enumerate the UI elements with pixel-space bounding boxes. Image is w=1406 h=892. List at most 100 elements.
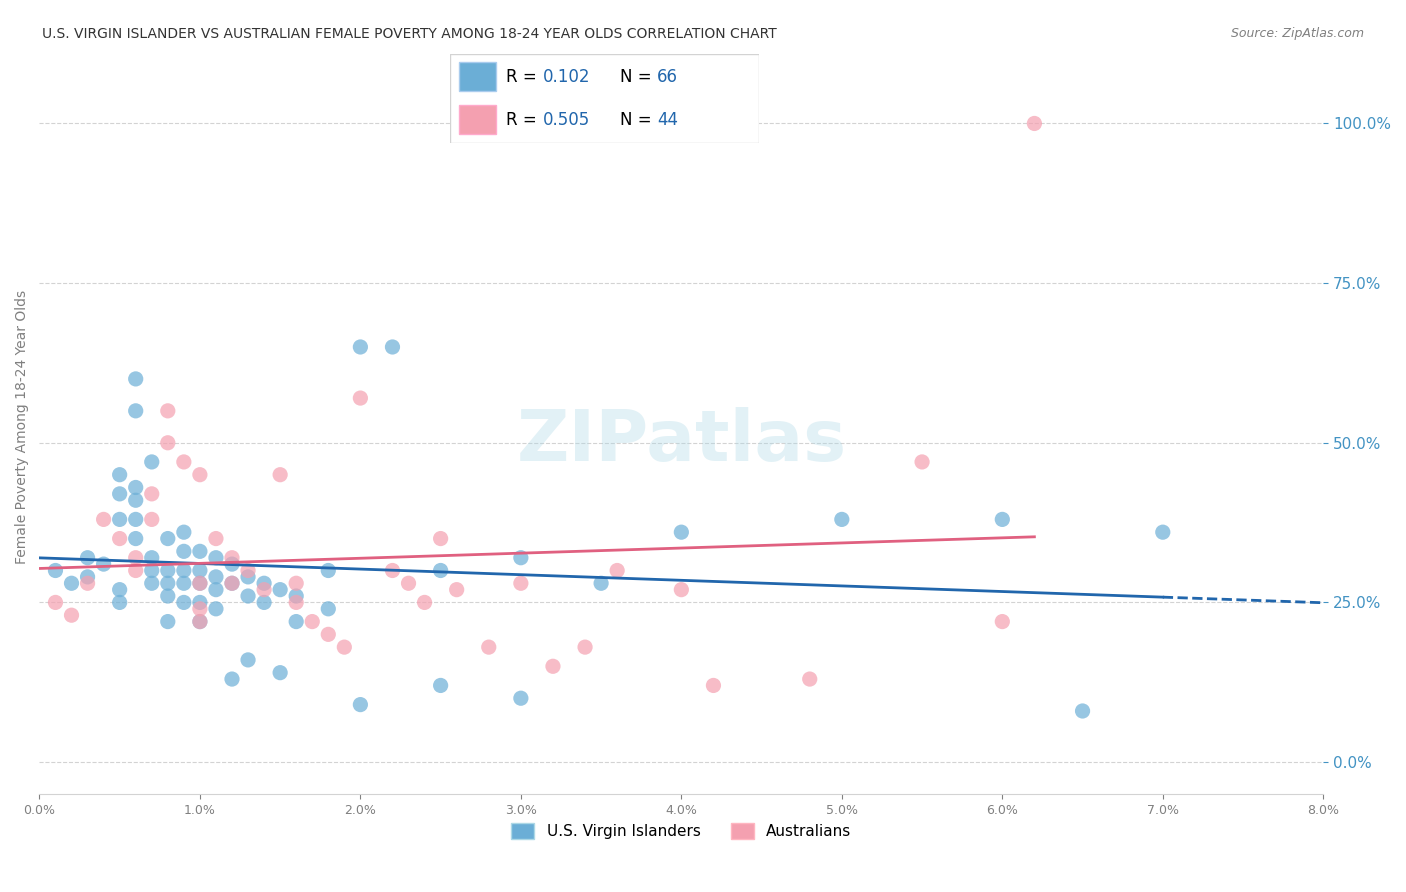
Point (221, 576, 243, 591)
Point (156, 589, 179, 603)
Point (509, 550, 531, 565)
Point (125, 550, 148, 565)
Point (173, 576, 195, 591)
Point (205, 570, 228, 584)
Point (269, 582, 291, 597)
Point (221, 557, 243, 571)
Text: N =: N = (620, 111, 657, 128)
Point (108, 467, 131, 482)
Point (108, 532, 131, 546)
Text: ZIPatlas: ZIPatlas (516, 407, 846, 476)
Point (188, 602, 211, 616)
Point (221, 672, 243, 686)
Point (349, 391, 371, 405)
FancyBboxPatch shape (460, 105, 496, 134)
Point (509, 576, 531, 591)
Point (269, 467, 291, 482)
Point (236, 564, 259, 578)
Point (141, 564, 163, 578)
Point (205, 550, 228, 565)
Point (125, 532, 148, 546)
Point (188, 615, 211, 629)
Point (108, 595, 131, 609)
Point (188, 576, 211, 591)
Point (349, 698, 371, 712)
Point (991, 512, 1014, 526)
Text: Source: ZipAtlas.com: Source: ZipAtlas.com (1230, 27, 1364, 40)
Point (606, 564, 628, 578)
Point (188, 544, 211, 558)
Point (141, 550, 163, 565)
Y-axis label: Female Poverty Among 18-24 Year Olds: Female Poverty Among 18-24 Year Olds (15, 290, 30, 564)
Point (221, 550, 243, 565)
Point (253, 595, 276, 609)
Point (76, 576, 98, 591)
Point (125, 564, 148, 578)
Text: N =: N = (620, 68, 657, 86)
Text: 66: 66 (657, 68, 678, 86)
Point (285, 576, 308, 591)
Point (173, 525, 195, 540)
Point (60, 608, 83, 623)
Point (285, 595, 308, 609)
Point (44, 595, 66, 609)
Point (269, 665, 291, 680)
Point (413, 595, 436, 609)
Point (333, 640, 356, 654)
Point (108, 582, 131, 597)
Point (141, 455, 163, 469)
Point (205, 532, 228, 546)
Point (541, 659, 564, 673)
Point (316, 602, 339, 616)
Text: 44: 44 (657, 111, 678, 128)
Point (285, 589, 308, 603)
Point (173, 455, 195, 469)
Point (1152, 525, 1174, 540)
Point (253, 582, 276, 597)
Point (125, 372, 148, 386)
Text: R =: R = (506, 68, 541, 86)
Point (301, 615, 323, 629)
Point (236, 570, 259, 584)
Point (591, 576, 613, 591)
Point (173, 595, 195, 609)
Text: U.S. VIRGIN ISLANDER VS AUSTRALIAN FEMALE POVERTY AMONG 18-24 YEAR OLDS CORRELAT: U.S. VIRGIN ISLANDER VS AUSTRALIAN FEMAL… (42, 27, 778, 41)
Point (1071, 704, 1094, 718)
Point (574, 640, 596, 654)
Point (429, 678, 451, 692)
Point (671, 525, 693, 540)
Text: 0.505: 0.505 (543, 111, 591, 128)
Point (156, 532, 179, 546)
Point (911, 455, 934, 469)
Point (156, 435, 179, 450)
Point (60, 576, 83, 591)
Point (236, 589, 259, 603)
Text: R =: R = (506, 111, 541, 128)
Point (156, 615, 179, 629)
Point (44, 564, 66, 578)
Point (253, 576, 276, 591)
Point (381, 340, 404, 354)
Point (188, 576, 211, 591)
Point (205, 582, 228, 597)
Point (156, 576, 179, 591)
Point (799, 672, 821, 686)
Point (991, 615, 1014, 629)
Point (188, 467, 211, 482)
Point (125, 512, 148, 526)
Point (398, 576, 420, 591)
Point (173, 544, 195, 558)
Text: 0.102: 0.102 (543, 68, 591, 86)
Point (76, 550, 98, 565)
Point (205, 602, 228, 616)
Point (349, 340, 371, 354)
Point (381, 564, 404, 578)
FancyBboxPatch shape (450, 54, 759, 143)
Point (285, 615, 308, 629)
Point (141, 512, 163, 526)
Point (141, 576, 163, 591)
Point (671, 582, 693, 597)
Point (141, 487, 163, 501)
Point (446, 582, 468, 597)
Point (316, 564, 339, 578)
